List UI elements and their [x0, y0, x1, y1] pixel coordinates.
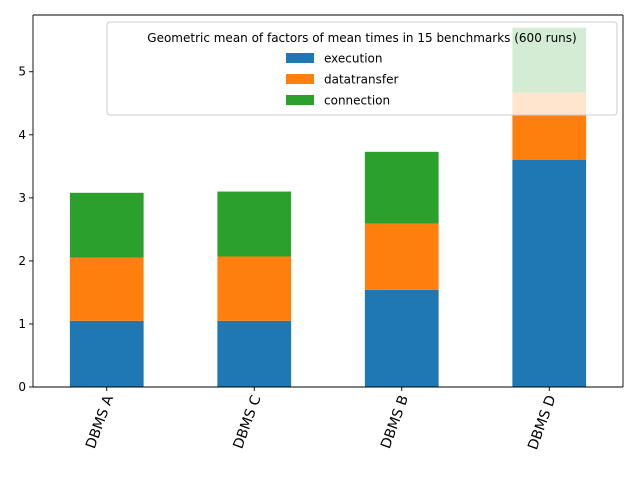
- x-tick-label: DBMS B: [378, 393, 412, 451]
- y-tick-label: 0: [18, 380, 26, 394]
- bar-execution-dbms-b: [364, 289, 439, 387]
- bar-execution-dbms-a: [69, 320, 144, 387]
- bar-datatransfer-dbms-c: [217, 256, 292, 321]
- bar-connection-dbms-b: [364, 151, 439, 224]
- bar-execution-dbms-d: [512, 160, 587, 387]
- legend-label-datatransfer: datatransfer: [324, 73, 398, 87]
- legend-title: Geometric mean of factors of mean times …: [147, 31, 576, 45]
- bars-layer: [69, 27, 587, 387]
- legend-box: [106, 21, 618, 116]
- legend-swatch-connection: [286, 95, 314, 105]
- legend-swatch-execution: [286, 53, 314, 63]
- legend: Geometric mean of factors of mean times …: [106, 21, 618, 116]
- legend-label-execution: execution: [324, 52, 382, 66]
- bar-execution-dbms-c: [217, 320, 292, 387]
- bar-datatransfer-dbms-b: [364, 223, 439, 290]
- bar-connection-dbms-c: [217, 191, 292, 257]
- y-tick-label: 5: [18, 65, 26, 79]
- bar-connection-dbms-a: [69, 192, 144, 258]
- x-tick-label: DBMS D: [525, 393, 559, 452]
- legend-swatch-datatransfer: [286, 74, 314, 84]
- y-tick-label: 3: [18, 191, 26, 205]
- legend-entries: execution datatransfer connection: [286, 52, 398, 108]
- y-tick-label: 1: [18, 317, 26, 331]
- bar-datatransfer-dbms-a: [69, 257, 144, 321]
- y-tick-label: 2: [18, 254, 26, 268]
- x-tick-label: DBMS C: [231, 393, 265, 451]
- legend-label-connection: connection: [324, 94, 390, 108]
- x-tick-label: DBMS A: [83, 393, 117, 451]
- y-tick-label: 4: [18, 128, 26, 142]
